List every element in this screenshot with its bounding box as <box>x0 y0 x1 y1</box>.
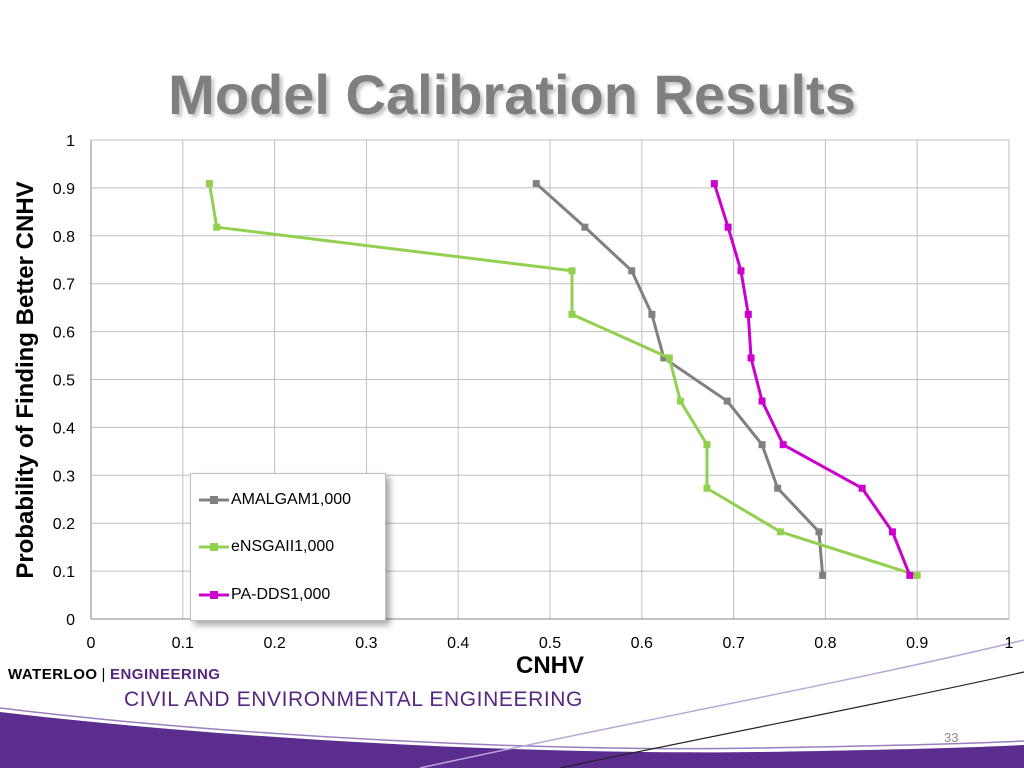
x-tick-label: 0.4 <box>447 635 469 652</box>
x-tick-label: 0.2 <box>263 635 285 652</box>
x-tick-label: 0.1 <box>172 635 194 652</box>
data-point <box>779 441 787 449</box>
data-point <box>758 397 766 405</box>
footer-department: CIVIL AND ENVIRONMENTAL ENGINEERING <box>124 688 583 711</box>
legend-item-ensgaii: eNSGAII1,000 <box>199 537 334 557</box>
x-axis-label: CNHV <box>515 652 585 679</box>
series-line <box>535 182 825 576</box>
series-2 <box>710 180 914 579</box>
series-1 <box>205 180 921 579</box>
data-point <box>628 267 636 275</box>
y-tick-label: 0.6 <box>53 325 75 342</box>
y-tick-label: 0.2 <box>53 516 75 533</box>
data-point <box>747 354 755 362</box>
series-line <box>712 183 912 576</box>
data-point <box>776 528 784 536</box>
data-point <box>660 354 668 362</box>
y-tick-label: 0.3 <box>53 468 75 485</box>
x-tick-label: 0.8 <box>814 635 836 652</box>
data-point <box>724 223 732 231</box>
y-axis-label: Probability of Finding Better CNHV <box>12 181 39 579</box>
data-point <box>676 397 684 405</box>
legend-label-pa-dds: PA-DDS1,000 <box>231 586 331 603</box>
series-0 <box>532 180 827 579</box>
legend-swatch-amalgam <box>199 496 229 504</box>
x-tick-label: 1 <box>1005 635 1014 652</box>
y-tick-label: 0 <box>66 612 75 629</box>
x-tick-label: 0.7 <box>722 635 744 652</box>
data-point <box>774 484 782 492</box>
data-point <box>723 397 731 405</box>
footer-brand: WATERLOO | ENGINEERING <box>8 666 220 683</box>
x-tick-label: 0.5 <box>539 635 561 652</box>
y-tick-label: 0.9 <box>53 181 75 198</box>
legend-label-ensgaii: eNSGAII1,000 <box>231 538 335 555</box>
brand-separator: | <box>101 666 106 683</box>
y-tick-label: 0.1 <box>53 564 75 581</box>
page-number: 33 <box>944 730 959 745</box>
y-tick-label: 0.4 <box>53 420 75 437</box>
y-tick-label: 1 <box>66 133 75 150</box>
data-point <box>703 484 711 492</box>
series-line <box>207 183 918 577</box>
data-point <box>906 571 914 579</box>
legend-swatch-pa-dds <box>199 591 229 599</box>
chart-grid <box>90 139 1010 620</box>
y-tick-label: 0.7 <box>53 277 75 294</box>
legend-item-amalgam: AMALGAM1,000 <box>199 490 351 510</box>
data-point <box>581 223 589 231</box>
data-point <box>744 310 752 318</box>
data-point <box>568 267 576 275</box>
data-point <box>888 528 896 536</box>
chart-series <box>205 180 921 579</box>
y-tick-label: 0.8 <box>53 229 75 246</box>
legend-swatch-ensgaii <box>199 543 229 551</box>
data-point <box>815 528 823 536</box>
data-point <box>213 223 221 231</box>
y-axis-ticks: 0 0.1 0.2 0.3 0.4 0.5 0.6 0.7 0.8 0.9 1 <box>53 133 75 629</box>
x-tick-label: 0.9 <box>906 635 928 652</box>
brand-engineering: ENGINEERING <box>109 666 221 683</box>
x-axis-ticks: 0 0.1 0.2 0.3 0.4 0.5 0.6 0.7 0.8 0.9 1 <box>87 635 1014 652</box>
data-point <box>913 571 921 579</box>
data-point <box>568 310 576 318</box>
data-point <box>703 441 711 449</box>
data-point <box>758 441 766 449</box>
data-point <box>648 310 656 318</box>
data-point <box>737 267 745 275</box>
chart-legend: AMALGAM1,000 eNSGAII1,000 PA-DDS1,000 <box>190 473 386 621</box>
slide-title: Model Calibration Results <box>168 63 856 126</box>
data-point <box>819 571 827 579</box>
data-point <box>532 180 540 188</box>
y-tick-label: 0.5 <box>53 373 75 390</box>
calibration-line-chart: 0 0.1 0.2 0.3 0.4 0.5 0.6 0.7 0.8 0.9 1 0 0.1 0.2 0.3… <box>53 133 1014 652</box>
data-point <box>858 484 866 492</box>
legend-item-pa-dds: PA-DDS1,000 <box>199 585 330 605</box>
data-point <box>665 354 673 362</box>
x-tick-label: 0 <box>87 635 96 652</box>
data-point <box>205 180 213 188</box>
brand-waterloo: WATERLOO <box>8 666 98 683</box>
data-point <box>710 180 718 188</box>
x-tick-label: 0.3 <box>355 635 377 652</box>
legend-label-amalgam: AMALGAM1,000 <box>231 491 352 508</box>
x-tick-label: 0.6 <box>631 635 653 652</box>
